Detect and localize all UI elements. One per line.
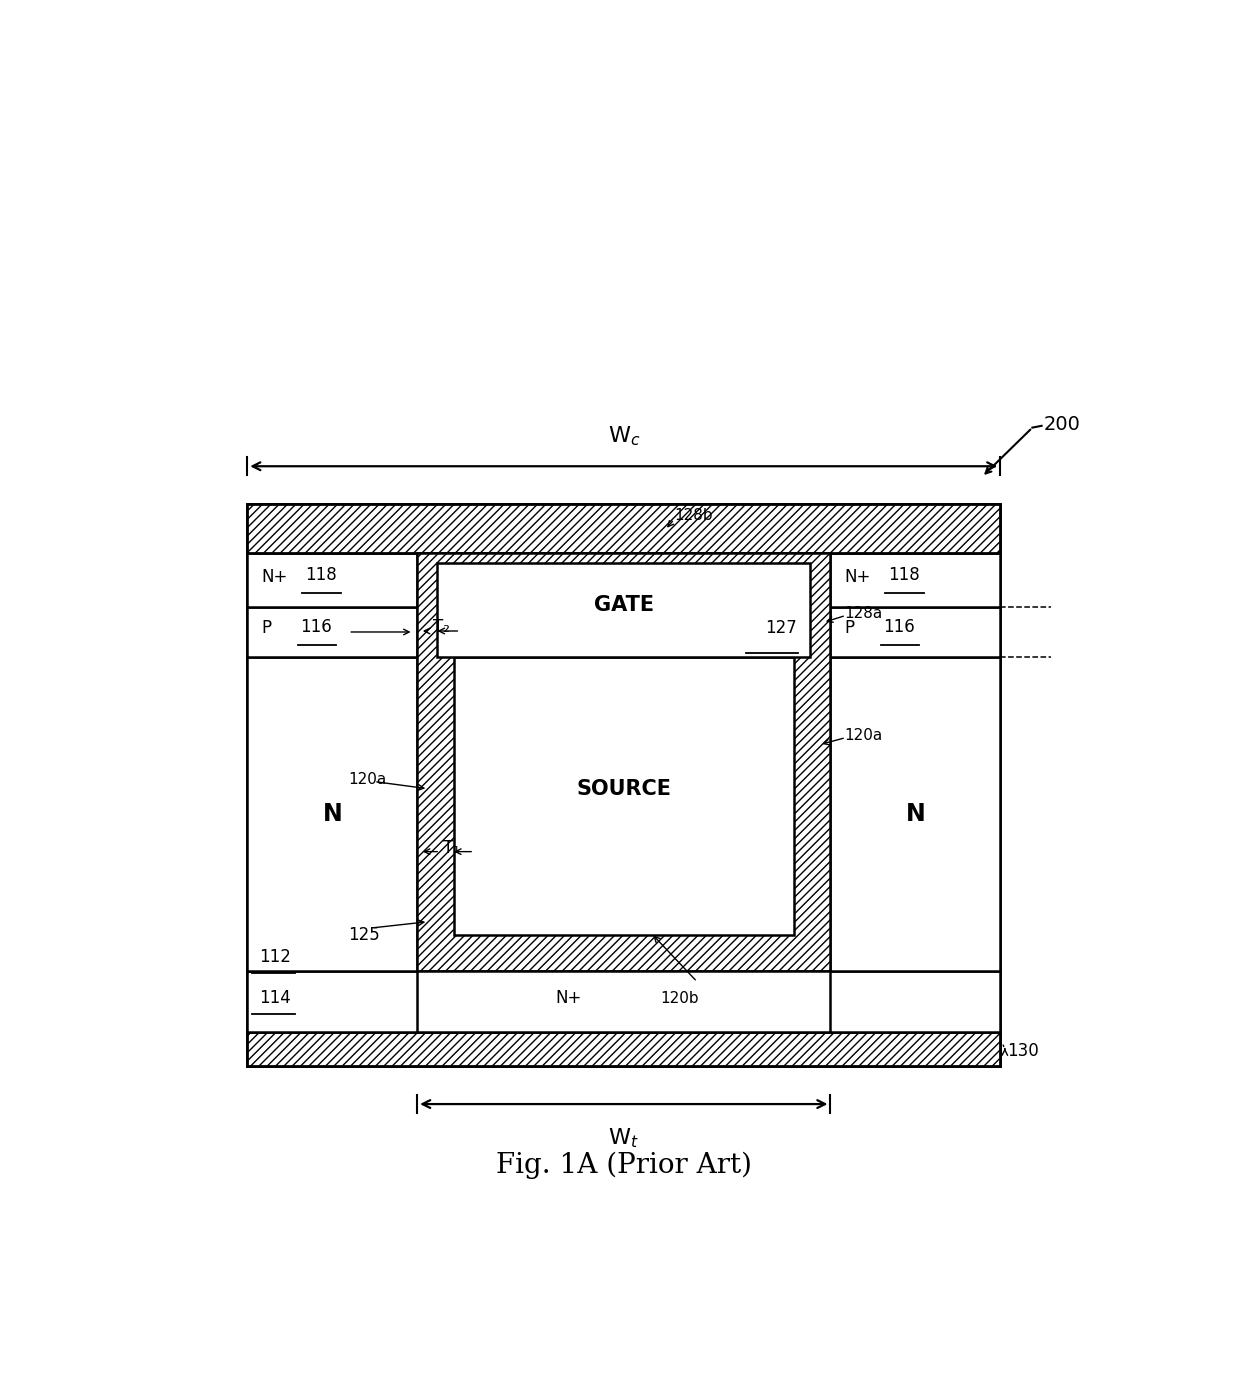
Text: 118: 118 (888, 566, 919, 584)
Text: 120a: 120a (348, 773, 387, 787)
Text: T₂: T₂ (433, 619, 450, 637)
Bar (248, 608, 417, 657)
Text: 128b: 128b (674, 508, 713, 524)
Bar (417, 553, 831, 972)
Bar (831, 553, 1000, 608)
Text: 114: 114 (259, 988, 291, 1007)
Text: 112: 112 (259, 948, 291, 966)
Text: W$_t$: W$_t$ (608, 1127, 639, 1151)
Bar (248, 553, 417, 608)
Text: P: P (845, 619, 855, 637)
Bar (248, 1032, 1000, 1067)
Text: N+: N+ (261, 568, 287, 585)
Text: Fig. 1A (Prior Art): Fig. 1A (Prior Art) (496, 1151, 751, 1179)
Bar (438, 563, 810, 657)
Text: GATE: GATE (593, 595, 654, 616)
Text: N+: N+ (845, 568, 871, 585)
Text: 116: 116 (883, 617, 916, 636)
Bar (248, 504, 1000, 1067)
Bar (831, 608, 1000, 657)
Text: N: N (906, 802, 926, 826)
Bar (831, 657, 1000, 972)
Text: P: P (261, 619, 271, 637)
Bar (248, 657, 417, 972)
Text: 128a: 128a (845, 606, 882, 622)
Text: 125: 125 (348, 927, 381, 944)
Text: 118: 118 (305, 566, 337, 584)
Text: 120a: 120a (845, 728, 882, 743)
Bar (417, 972, 831, 1032)
Bar (248, 972, 1000, 1032)
Text: 127: 127 (765, 619, 796, 637)
Text: N+: N+ (556, 988, 582, 1007)
Text: 116: 116 (300, 617, 332, 636)
Text: T₁: T₁ (443, 839, 460, 857)
Bar (454, 657, 794, 935)
Text: SOURCE: SOURCE (576, 778, 672, 799)
Text: N: N (322, 802, 342, 826)
Bar (248, 504, 1000, 553)
Text: 200: 200 (1044, 414, 1080, 434)
Text: W$_c$: W$_c$ (607, 424, 641, 448)
Text: 120b: 120b (661, 991, 699, 1005)
Text: 130: 130 (1008, 1042, 1039, 1060)
